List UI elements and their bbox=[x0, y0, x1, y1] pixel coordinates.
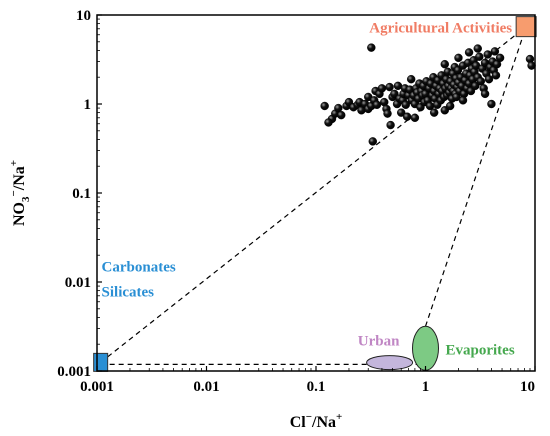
data-point bbox=[440, 60, 449, 69]
data-points bbox=[320, 43, 536, 146]
data-point bbox=[337, 110, 346, 120]
data-point bbox=[324, 118, 333, 127]
y-tick-label: 1 bbox=[84, 97, 92, 113]
data-point bbox=[490, 47, 500, 56]
data-point bbox=[401, 100, 410, 109]
data-point bbox=[495, 53, 505, 63]
silicates-label: Silicates bbox=[102, 284, 155, 300]
data-point bbox=[445, 101, 455, 111]
data-point bbox=[368, 137, 377, 146]
data-point bbox=[320, 101, 329, 111]
urban-ellipse bbox=[366, 355, 414, 371]
data-point bbox=[429, 108, 439, 117]
data-point bbox=[484, 74, 494, 84]
y-tick-label: 0.01 bbox=[65, 275, 91, 291]
data-point bbox=[344, 97, 354, 107]
x-tick-label: 0.001 bbox=[80, 379, 114, 395]
data-point bbox=[334, 103, 343, 113]
y-axis-ticks: 0.001 0.01 0.1 1 10 bbox=[57, 8, 102, 380]
y-tick-label: 0.001 bbox=[57, 364, 91, 380]
data-point bbox=[393, 81, 403, 91]
carbonates-label: Carbonates bbox=[102, 259, 176, 275]
end-member-regions: Agricultural Activities Carbonates Silicat… bbox=[93, 16, 537, 372]
agricultural-activities-label: Agricultural Activities bbox=[369, 21, 512, 37]
data-point bbox=[390, 89, 399, 99]
data-point bbox=[471, 81, 480, 91]
data-point bbox=[464, 48, 474, 57]
x-tick-label: 0.01 bbox=[193, 379, 219, 395]
x-axis-title: Cl−/Na+ bbox=[290, 411, 343, 431]
data-point bbox=[377, 84, 387, 93]
data-point bbox=[383, 109, 392, 118]
mixing-line-evaporites-agriculture bbox=[424, 26, 527, 327]
x-tick-label: 1 bbox=[422, 379, 430, 395]
data-point bbox=[473, 44, 482, 53]
evaporites-ellipse bbox=[412, 325, 439, 371]
data-point bbox=[385, 82, 394, 92]
evaporites-label: Evaporites bbox=[446, 342, 515, 358]
data-point bbox=[454, 53, 463, 63]
x-axis-ticks: 0.001 0.01 0.1 1 10 bbox=[80, 366, 536, 395]
data-point bbox=[483, 50, 492, 59]
data-point bbox=[491, 71, 501, 80]
data-point bbox=[480, 89, 490, 99]
x-tick-label: 0.1 bbox=[307, 379, 326, 395]
urban-label: Urban bbox=[358, 334, 400, 350]
y-tick-label: 10 bbox=[76, 8, 91, 24]
data-point bbox=[410, 113, 420, 122]
data-point bbox=[406, 74, 416, 84]
data-point bbox=[372, 100, 382, 109]
data-point bbox=[386, 120, 395, 130]
agricultural-activities-marker bbox=[515, 16, 537, 38]
data-point bbox=[367, 43, 376, 52]
y-axis-title: NO3−/Na+ bbox=[8, 160, 32, 226]
x-tick-label: 10 bbox=[520, 379, 535, 395]
silicates-marker bbox=[93, 352, 109, 372]
data-point bbox=[402, 112, 412, 121]
y-tick-label: 0.1 bbox=[72, 186, 91, 202]
data-point bbox=[397, 108, 406, 117]
data-point bbox=[475, 52, 484, 61]
data-point bbox=[487, 99, 496, 109]
data-point bbox=[458, 96, 468, 105]
data-point bbox=[476, 77, 486, 86]
